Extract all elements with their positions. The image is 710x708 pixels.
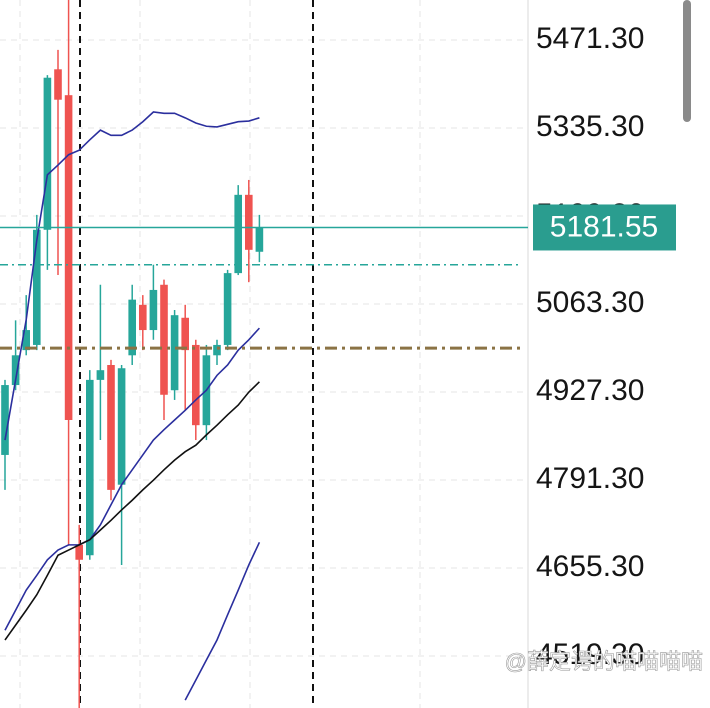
moving-average-line xyxy=(184,541,261,701)
y-tick-label: 5471.30 xyxy=(536,22,644,55)
candle-body xyxy=(117,368,126,485)
moving-average-line xyxy=(4,381,260,641)
candle-body xyxy=(33,229,41,345)
y-tick-label: 4655.30 xyxy=(536,550,644,583)
watermark: @薛定谔的喵喵喵喵 xyxy=(505,649,703,674)
candle-body xyxy=(181,317,189,351)
y-tick-label: 5063.30 xyxy=(536,286,644,319)
candle-body xyxy=(96,370,105,380)
plot-area xyxy=(1,0,264,708)
candle-body xyxy=(245,194,253,250)
candle-body xyxy=(43,77,52,230)
candle-body xyxy=(170,315,179,391)
candle-body xyxy=(75,544,83,560)
candle-body xyxy=(128,299,136,356)
candle-body xyxy=(54,69,62,100)
candle-body xyxy=(192,344,200,426)
candle-body xyxy=(149,289,158,331)
candle-body xyxy=(22,330,30,351)
candle-body xyxy=(86,379,94,556)
candle-body xyxy=(1,385,9,455)
candle-body xyxy=(107,364,115,490)
last-price-box xyxy=(533,204,676,251)
candle-body xyxy=(160,284,168,395)
candle-body xyxy=(255,227,264,252)
last-price-label: 5181.55 xyxy=(550,210,658,243)
scrollbar[interactable] xyxy=(683,0,691,122)
candle-body xyxy=(139,304,147,331)
candle-body xyxy=(234,194,242,274)
candle-body xyxy=(64,95,73,420)
candle-body xyxy=(223,273,232,345)
candle-body xyxy=(213,344,221,356)
candle-body xyxy=(11,355,20,386)
y-tick-label: 4791.30 xyxy=(536,462,644,495)
y-tick-label: 5335.30 xyxy=(536,110,644,143)
moving-average-line xyxy=(4,111,260,441)
price-axis: 5471.305335.305199.305063.304927.304791.… xyxy=(536,22,644,671)
y-tick-label: 4927.30 xyxy=(536,374,644,407)
y-tick-label: 4519.30 xyxy=(536,638,644,671)
moving-average-line xyxy=(4,327,260,631)
